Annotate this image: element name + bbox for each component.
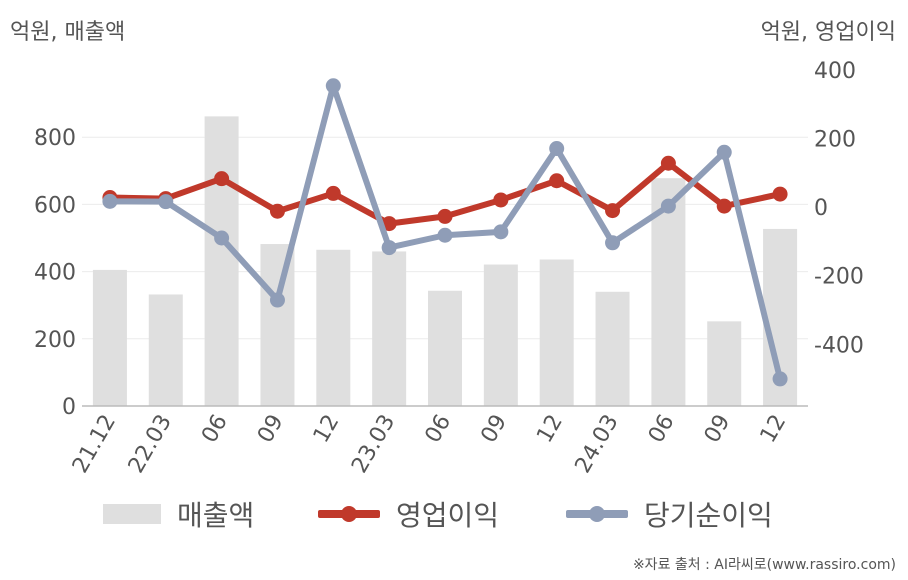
- x-tick-label: 06: [421, 411, 457, 448]
- legend-swatch-revenue: [103, 504, 161, 524]
- legend-item-revenue: 매출액: [103, 494, 254, 534]
- legend-label-revenue: 매출액: [177, 499, 255, 532]
- point-net-income: [214, 230, 230, 246]
- point-operating-profit: [325, 185, 341, 201]
- x-axis-ticks: 21.12 22.03 06 09 12 23.03 06 09 12 24.03 06 09 12: [68, 411, 791, 478]
- left-tick-label: 0: [62, 395, 76, 420]
- x-tick-label: 12: [532, 411, 568, 448]
- source-credit: ※자료 출처 : AI라씨로(www.rassiro.com): [632, 557, 896, 573]
- x-tick-label: 21.12: [68, 411, 121, 478]
- line-series: [102, 78, 788, 387]
- point-net-income: [325, 78, 341, 94]
- legend-label-net-income: 당기순이익: [644, 499, 773, 532]
- x-tick-label: 09: [700, 411, 736, 448]
- right-axis-unit-label: 억원, 영업이익: [760, 20, 896, 45]
- legend-item-net-income: 당기순이익: [566, 494, 773, 534]
- bar-revenue: [316, 249, 351, 406]
- bar-revenue: [483, 264, 518, 406]
- point-net-income: [605, 235, 621, 251]
- bar-revenue: [428, 290, 462, 406]
- point-net-income: [158, 194, 174, 210]
- x-tick-label: 23.03: [347, 411, 400, 478]
- right-tick-label: 0: [814, 196, 828, 221]
- point-operating-profit: [437, 208, 453, 224]
- right-tick-label: -200: [814, 265, 864, 290]
- point-net-income: [493, 224, 509, 240]
- point-net-income: [269, 292, 285, 308]
- bar-revenue: [148, 294, 183, 406]
- bar-revenue: [260, 244, 295, 406]
- chart-canvas: 0 200 400 600 800 -400 -200 0 200 400 21.12 22.03…: [34, 59, 864, 478]
- point-operating-profit: [660, 155, 676, 171]
- point-operating-profit: [549, 173, 565, 189]
- point-net-income: [381, 240, 397, 256]
- x-tick-label: 09: [476, 411, 512, 448]
- point-net-income: [549, 141, 565, 157]
- point-operating-profit: [493, 192, 509, 208]
- right-tick-label: -400: [814, 333, 864, 358]
- bar-revenue: [372, 251, 407, 406]
- x-tick-label: 22.03: [124, 411, 177, 478]
- left-tick-label: 400: [34, 261, 76, 286]
- x-tick-label: 09: [253, 411, 289, 448]
- right-axis-ticks: -400 -200 0 200 400: [814, 59, 864, 358]
- left-tick-label: 600: [34, 193, 76, 218]
- point-operating-profit: [269, 203, 285, 219]
- legend: 매출액 영업이익 당기순이익: [0, 494, 908, 534]
- point-operating-profit: [605, 203, 621, 219]
- point-net-income: [716, 144, 732, 160]
- legend-swatch-operating-profit: [318, 506, 380, 522]
- bar-revenue: [595, 291, 630, 406]
- left-tick-label: 800: [34, 126, 76, 151]
- bar-revenue: [707, 321, 742, 406]
- point-operating-profit: [214, 171, 230, 187]
- x-tick-label: 12: [756, 411, 792, 448]
- legend-item-operating-profit: 영업이익: [318, 494, 499, 534]
- x-tick-label: 06: [644, 411, 680, 448]
- point-net-income: [102, 193, 118, 209]
- point-net-income: [660, 198, 676, 214]
- point-net-income: [437, 227, 453, 243]
- left-tick-label: 200: [34, 328, 76, 353]
- left-axis-unit-label: 억원, 매출액: [10, 20, 126, 45]
- x-tick-label: 06: [197, 411, 233, 448]
- left-axis-ticks: 0 200 400 600 800: [34, 126, 76, 420]
- x-tick-label: 12: [309, 411, 345, 448]
- bar-series-revenue: [92, 116, 798, 407]
- right-tick-label: 400: [814, 59, 856, 84]
- point-operating-profit: [381, 216, 397, 232]
- point-operating-profit: [772, 186, 788, 202]
- bar-revenue: [204, 116, 239, 407]
- right-tick-label: 200: [814, 128, 856, 153]
- point-operating-profit: [716, 198, 732, 214]
- point-net-income: [772, 371, 788, 387]
- legend-label-operating-profit: 영업이익: [396, 499, 500, 532]
- x-tick-label: 24.03: [571, 411, 624, 478]
- bar-revenue: [539, 259, 574, 406]
- legend-swatch-net-income: [566, 506, 628, 522]
- bar-revenue: [92, 269, 127, 406]
